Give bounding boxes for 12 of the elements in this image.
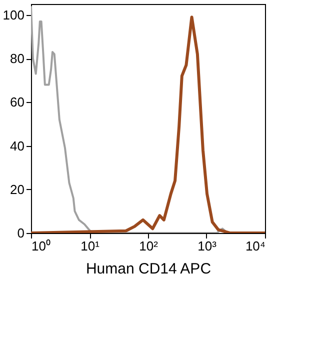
x-tick-label: 10¹	[80, 238, 100, 254]
x-tick-label: 10³	[198, 238, 218, 254]
y-tick-label: 20	[10, 182, 24, 197]
y-tick-label: 100	[2, 7, 24, 22]
x-tick-label: 10⁰	[32, 238, 51, 254]
x-tick-label: 10²	[139, 238, 159, 254]
y-tick-label: 40	[10, 138, 24, 154]
x-tick-label: 10⁴	[245, 238, 266, 254]
y-tick-label: 80	[10, 51, 24, 66]
y-tick-label: 0	[17, 226, 24, 240]
y-tick-label: 60	[10, 94, 24, 110]
x-axis-title: Human CD14 APC	[86, 260, 212, 278]
